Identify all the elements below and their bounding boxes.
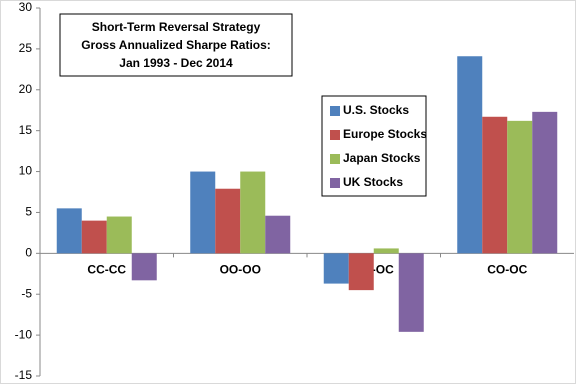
legend-label: U.S. Stocks [343, 103, 409, 117]
bar [56, 208, 82, 254]
chart-title: Gross Annualized Sharpe Ratios: [81, 38, 271, 52]
bar [265, 215, 291, 254]
y-tick-label: 10 [19, 164, 33, 178]
bar [373, 248, 399, 254]
title-frame [59, 13, 293, 77]
bar [240, 171, 266, 254]
bar [190, 171, 216, 254]
bar [532, 111, 558, 254]
legend-swatch [330, 106, 340, 116]
title-box [59, 13, 293, 77]
bar [323, 253, 349, 284]
bar [81, 220, 107, 254]
y-tick-label: 20 [19, 82, 33, 96]
y-tick-label: 25 [19, 41, 33, 55]
y-tick-label: 5 [25, 205, 32, 219]
x-tick-label: CO-OC [487, 263, 527, 277]
legend-label: Europe Stocks [343, 127, 427, 141]
y-tick-label: -10 [15, 327, 33, 341]
chart-title: Jan 1993 - Dec 2014 [119, 56, 233, 70]
legend-swatch [330, 130, 340, 140]
legend-swatch [330, 178, 340, 188]
bar [398, 253, 424, 332]
legend-swatch [330, 154, 340, 164]
legend-label: UK Stocks [343, 175, 403, 189]
y-tick-label: 0 [25, 246, 32, 260]
bar [482, 116, 508, 254]
y-tick-label: 30 [19, 0, 33, 14]
chart-title: Short-Term Reversal Strategy [92, 20, 261, 34]
bar [131, 253, 157, 281]
bar [457, 56, 483, 254]
x-tick-label: OO-OO [220, 263, 261, 277]
y-tick-label: -15 [15, 368, 33, 382]
x-tick-label: CC-CC [87, 263, 126, 277]
bar [106, 216, 132, 254]
legend-label: Japan Stocks [343, 151, 421, 165]
bar [507, 120, 533, 254]
bar [215, 188, 241, 254]
y-tick-label: 15 [19, 123, 33, 137]
bar [348, 253, 374, 291]
y-tick-label: -5 [21, 286, 32, 300]
